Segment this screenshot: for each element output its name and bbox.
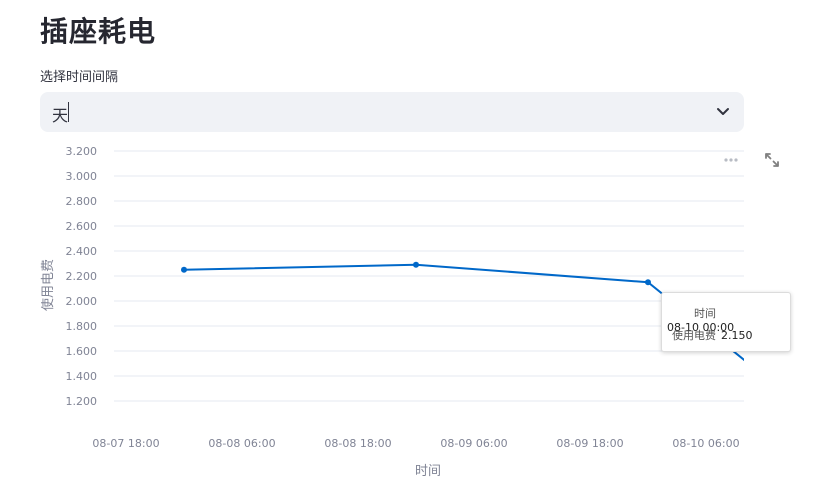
page-title: 插座耗电 xyxy=(40,15,157,48)
tooltip-time-value: 08-10 00:00 xyxy=(667,321,735,334)
expand-icon[interactable] xyxy=(764,152,780,168)
y-tick-label: 3.200 xyxy=(66,145,98,158)
x-tick-label: 08-08 06:00 xyxy=(208,437,275,450)
tooltip-time-key: 时间 xyxy=(694,307,716,320)
x-axis-title: 时间 xyxy=(415,464,441,479)
tooltip: 时间08-10 00:00 使用电费 2.150 xyxy=(661,292,791,352)
y-tick-label: 2.000 xyxy=(66,295,98,308)
y-tick-label: 1.600 xyxy=(66,345,98,358)
x-tick-label: 08-10 06:00 xyxy=(672,437,739,450)
x-tick-label: 08-09 18:00 xyxy=(556,437,623,450)
tooltip-cost-key: 使用电费 xyxy=(672,329,716,342)
y-tick-label: 2.800 xyxy=(66,195,98,208)
x-tick-label: 08-09 06:00 xyxy=(440,437,507,450)
x-tick-label: 08-08 18:00 xyxy=(324,437,391,450)
x-tick-label: 08-07 18:00 xyxy=(92,437,159,450)
y-tick-label: 2.200 xyxy=(66,270,98,283)
y-tick-label: 1.800 xyxy=(66,320,98,333)
data-point[interactable] xyxy=(181,266,187,273)
interval-select-label: 选择时间间隔 xyxy=(40,70,119,85)
data-point[interactable] xyxy=(413,261,419,268)
data-point[interactable] xyxy=(645,279,651,286)
y-tick-label: 1.200 xyxy=(66,395,98,408)
y-tick-label: 1.400 xyxy=(66,370,98,383)
y-axis-title: 使用电费 xyxy=(40,259,56,311)
y-tick-label: 2.400 xyxy=(66,245,98,258)
more-horizontal-icon[interactable] xyxy=(722,153,740,167)
tooltip-cost-value: 2.150 xyxy=(721,329,753,342)
y-tick-label: 3.000 xyxy=(66,170,98,183)
y-tick-label: 2.600 xyxy=(66,220,98,233)
text-caret xyxy=(68,102,69,122)
interval-select[interactable]: 天 xyxy=(40,92,744,132)
chevron-down-icon[interactable] xyxy=(716,106,730,118)
interval-select-value: 天 xyxy=(52,106,69,125)
